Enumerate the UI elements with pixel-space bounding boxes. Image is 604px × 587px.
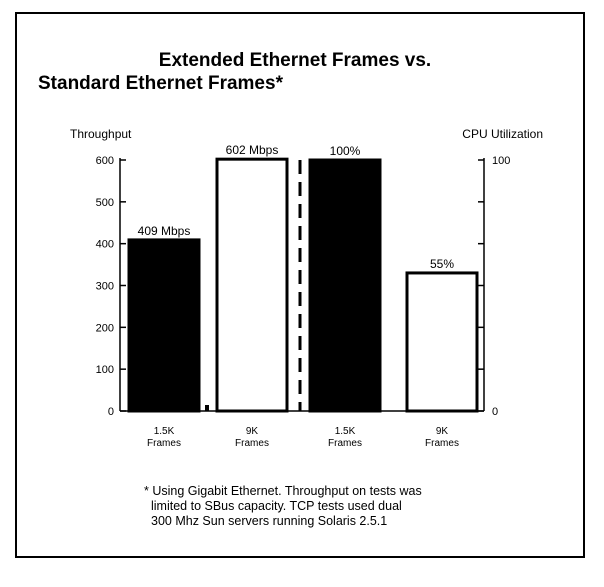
chart-frame [15,12,585,558]
baseline-mark [205,405,209,411]
category-label: 1.5K [335,426,356,437]
right-tick-label: 100 [492,155,510,167]
left-tick-label: 100 [96,364,114,376]
footnote-line-1: * Using Gigabit Ethernet. Throughput on … [144,484,422,498]
left-tick-label: 600 [96,155,114,167]
category-label: 9K [246,426,259,437]
bar-value-label: 100% [330,144,361,158]
left-tick-label: 0 [108,406,114,418]
right-axis-title: CPU Utilization [462,127,543,141]
bar [405,271,479,413]
bar [127,238,201,413]
bar-value-label: 602 Mbps [226,143,279,157]
footnote-line-3: 300 Mhz Sun servers running Solaris 2.5.… [151,514,387,528]
right-tick-label: 0 [492,406,498,418]
bar [308,158,382,413]
left-tick-label: 200 [96,322,114,334]
bar-value-label: 55% [430,257,454,271]
bar [215,157,289,413]
category-label: Frames [147,438,181,449]
left-axis-title: Throughput [70,127,132,141]
category-label: 1.5K [154,426,175,437]
bar-value-label: 409 Mbps [138,224,191,238]
category-label: 9K [436,426,449,437]
left-tick-label: 300 [96,281,114,293]
left-tick-label: 500 [96,197,114,209]
category-label: Frames [425,438,459,449]
footnote-line-2: limited to SBus capacity. TCP tests used… [151,499,402,513]
chart-title-line-2: Standard Ethernet Frames* [38,73,284,94]
left-tick-label: 400 [96,239,114,251]
category-label: Frames [328,438,362,449]
chart-title-line-1: Extended Ethernet Frames vs. [159,50,431,71]
category-label: Frames [235,438,269,449]
